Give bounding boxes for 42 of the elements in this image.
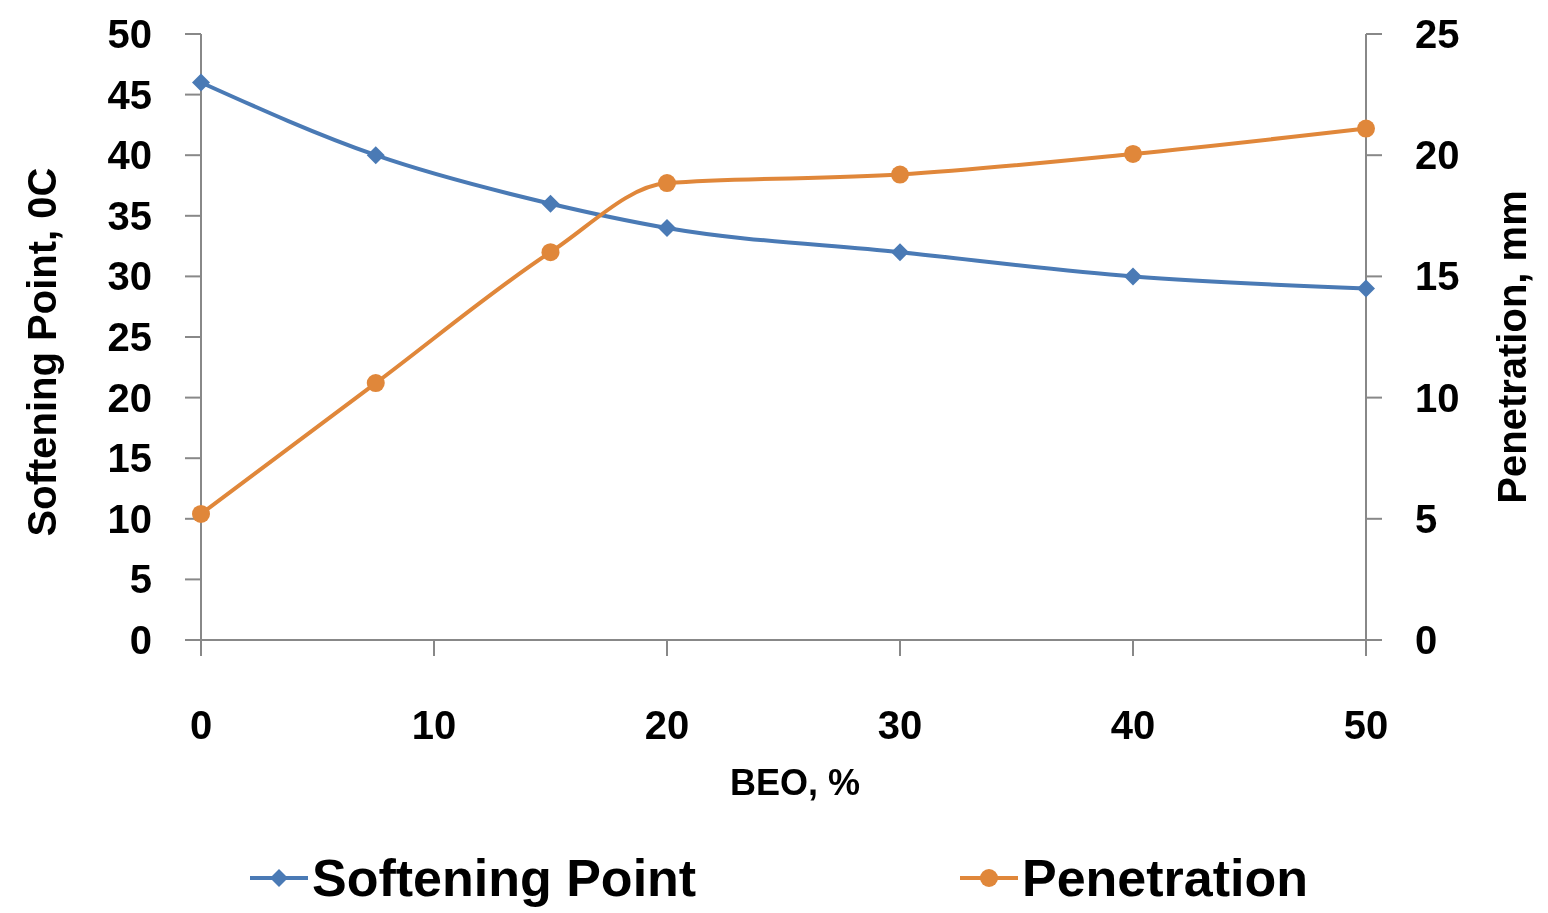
y-tick-label: 45	[107, 72, 152, 117]
y-tick-label: 30	[107, 254, 152, 299]
legend-label: Penetration	[1022, 849, 1309, 908]
y2-tick-label: 5	[1415, 496, 1438, 541]
y2-axis-title: Penetration, mm	[1490, 190, 1534, 504]
x-tick-label: 50	[1343, 703, 1389, 747]
point	[541, 243, 560, 262]
y-tick-label: 5	[129, 557, 152, 602]
point	[192, 73, 210, 92]
y2-tick-label: 15	[1415, 254, 1460, 299]
y2-tick-label: 20	[1415, 133, 1460, 178]
y-tick-label: 25	[107, 315, 152, 359]
y-tick-label: 10	[107, 496, 152, 541]
x-tick-label: 30	[877, 703, 923, 747]
x-tick-label: 10	[411, 703, 457, 747]
point	[1124, 144, 1142, 163]
point	[1357, 119, 1375, 138]
y-tick-label: 40	[107, 133, 152, 178]
y-tick-label: 35	[107, 193, 152, 238]
point	[891, 243, 909, 262]
y2-tick-label: 25	[1415, 12, 1460, 56]
point	[891, 165, 909, 184]
y-tick-label: 50	[107, 12, 152, 56]
x-tick-label: 40	[1110, 703, 1156, 747]
point	[658, 218, 676, 237]
y2-tick-label: 0	[1415, 618, 1438, 662]
x-axis-title: BEO, %	[729, 761, 861, 803]
legend-label: Softening Point	[312, 849, 697, 908]
y-tick-label: 20	[107, 375, 152, 420]
x-tick-label: 0	[189, 703, 213, 747]
point	[1357, 279, 1375, 298]
point	[1124, 267, 1142, 286]
point	[366, 374, 385, 393]
y-axis-title: Softening Point, 0C	[20, 167, 64, 537]
point	[192, 504, 210, 523]
point	[541, 194, 560, 213]
y-tick-label: 15	[107, 436, 152, 481]
y2-tick-label: 10	[1415, 375, 1460, 420]
point	[366, 146, 385, 165]
y-tick-label: 0	[129, 618, 152, 662]
x-tick-label: 20	[644, 703, 690, 747]
point	[658, 174, 676, 193]
